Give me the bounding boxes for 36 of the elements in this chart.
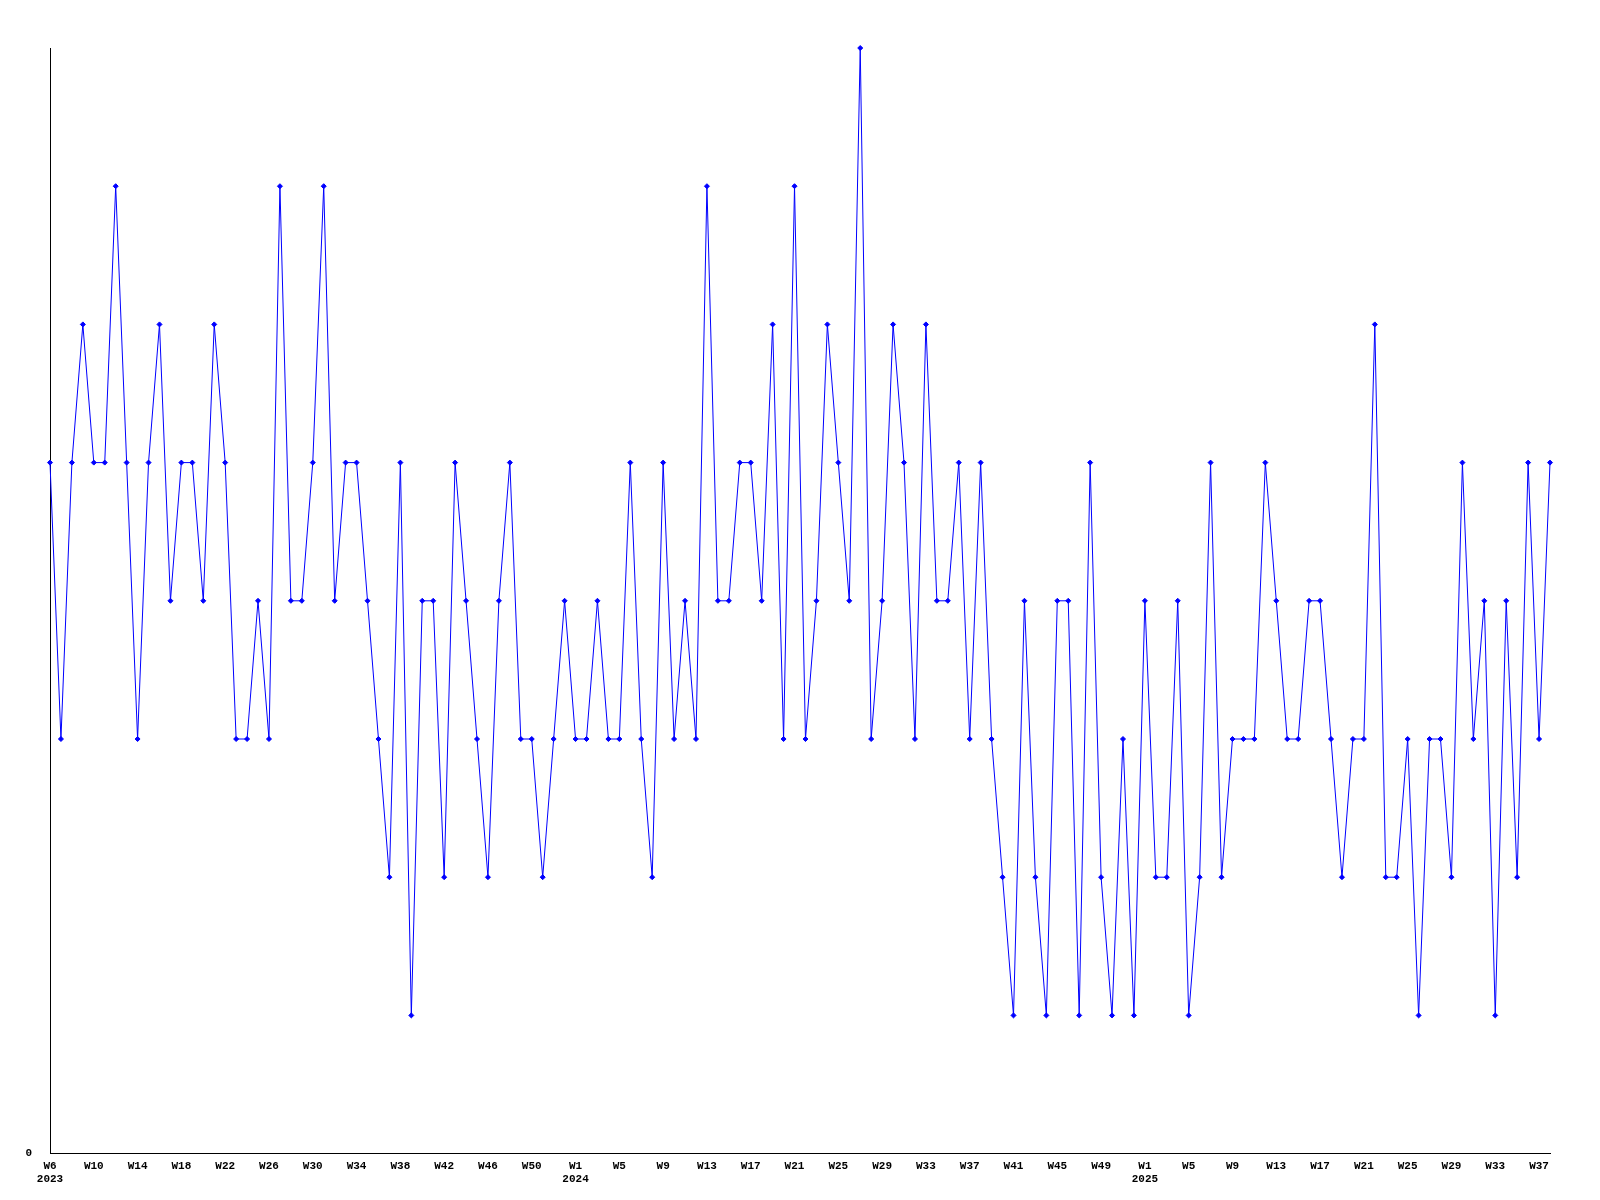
x-tick-label: W25 [828, 1159, 849, 1172]
x-tick-label: W9 [1225, 1159, 1240, 1172]
x-tick-label: W1 2025 [1131, 1159, 1159, 1186]
x-tick-label: W42 [434, 1159, 455, 1172]
x-tick-label: W25 [1397, 1159, 1418, 1172]
x-tick-label: W33 [1485, 1159, 1506, 1172]
x-tick-label: W13 [697, 1159, 718, 1172]
x-tick-label: W14 [127, 1159, 148, 1172]
x-tick-label: W22 [215, 1159, 236, 1172]
x-tick-label: W10 [83, 1159, 104, 1172]
x-tick-label: W50 [521, 1159, 542, 1172]
x-tick-label: W46 [478, 1159, 498, 1172]
x-tick-label: W30 [302, 1159, 323, 1172]
x-tick-label: W37 [959, 1159, 980, 1172]
x-tick-label: W26 [259, 1159, 279, 1172]
x-tick-label: W49 [1091, 1159, 1111, 1172]
x-tick-label: W9 [656, 1159, 670, 1172]
x-tick-label: W29 [872, 1159, 893, 1172]
x-tick-label: W5 [1182, 1159, 1196, 1172]
x-tick-label: W37 [1529, 1159, 1549, 1172]
x-tick-label: W5 [612, 1159, 627, 1172]
x-tick-label: W45 [1047, 1159, 1068, 1172]
x-tick-label: W41 [1003, 1159, 1024, 1172]
x-tick-label: W17 [740, 1159, 761, 1172]
x-tick-label: W13 [1266, 1159, 1287, 1172]
x-tick-label: W34 [346, 1159, 367, 1172]
x-tick-label: W33 [916, 1159, 937, 1172]
x-tick-label: W6 2023 [36, 1159, 64, 1186]
x-tick-label: W38 [390, 1159, 411, 1172]
x-tick-label: W21 [784, 1159, 805, 1172]
x-tick-label: W17 [1310, 1159, 1330, 1172]
x-tick-label: W18 [171, 1159, 192, 1172]
x-tick-label: W21 [1353, 1159, 1375, 1172]
x-tick-label: W1 2024 [562, 1159, 590, 1186]
x-tick-label: W29 [1441, 1159, 1462, 1172]
text: 0 [25, 1147, 32, 1160]
